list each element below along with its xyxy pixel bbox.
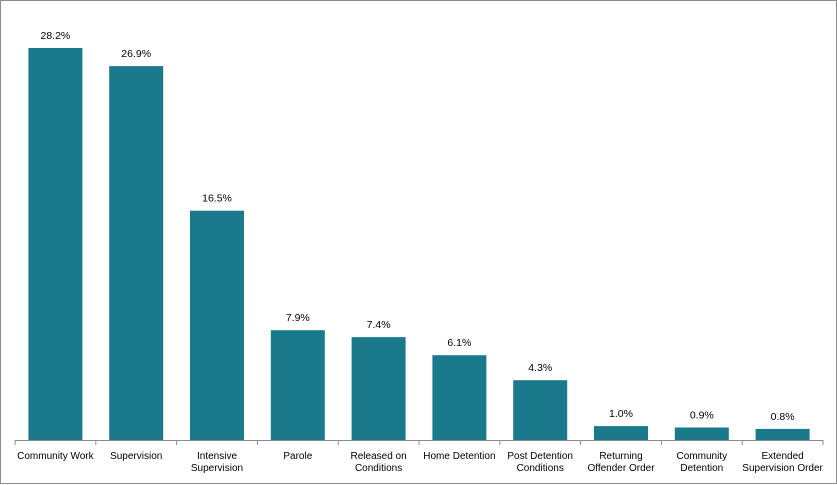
category-label-6-line-1: Conditions xyxy=(517,463,564,474)
bar-3 xyxy=(270,330,325,440)
category-label-5: Home Detention xyxy=(423,451,495,462)
data-label-9: 0.8% xyxy=(771,411,795,423)
category-label-2-line-1: Supervision xyxy=(191,463,243,474)
category-label-7-line-0: Returning xyxy=(599,451,642,462)
bar-9 xyxy=(755,428,810,440)
bar-7 xyxy=(594,426,648,440)
category-label-3: Parole xyxy=(283,451,312,462)
data-label-0: 28.2% xyxy=(41,30,71,42)
category-label-8-line-0: Community xyxy=(677,451,728,462)
bar-5 xyxy=(432,355,487,440)
category-label-1: Supervision xyxy=(110,451,162,462)
data-label-8: 0.9% xyxy=(690,410,714,422)
data-label-5: 6.1% xyxy=(447,337,471,349)
data-label-4: 7.4% xyxy=(367,319,391,331)
bar-0 xyxy=(28,48,83,440)
data-label-3: 7.9% xyxy=(286,312,310,324)
category-label-7-line-1: Offender Order xyxy=(587,463,655,474)
data-label-6: 4.3% xyxy=(528,362,552,374)
category-label-9-line-0: Extended xyxy=(761,451,803,462)
category-label-4-line-0: Released on xyxy=(351,451,407,462)
bar-8 xyxy=(674,427,729,440)
category-label-4-line-1: Conditions xyxy=(355,463,402,474)
bar-1 xyxy=(109,66,164,440)
data-label-2: 16.5% xyxy=(202,193,232,205)
category-label-2-line-0: Intensive xyxy=(197,451,237,462)
bar-2 xyxy=(190,210,244,440)
category-label-6-line-0: Post Detention xyxy=(507,451,573,462)
category-label-8-line-1: Detention xyxy=(680,463,723,474)
category-label-9-line-1: Supervision Order xyxy=(742,463,823,474)
bar-4 xyxy=(351,337,406,440)
data-label-7: 1.0% xyxy=(609,408,633,420)
data-label-1: 26.9% xyxy=(121,48,151,60)
bar-6 xyxy=(513,380,568,440)
category-label-0: Community Work xyxy=(17,451,94,462)
